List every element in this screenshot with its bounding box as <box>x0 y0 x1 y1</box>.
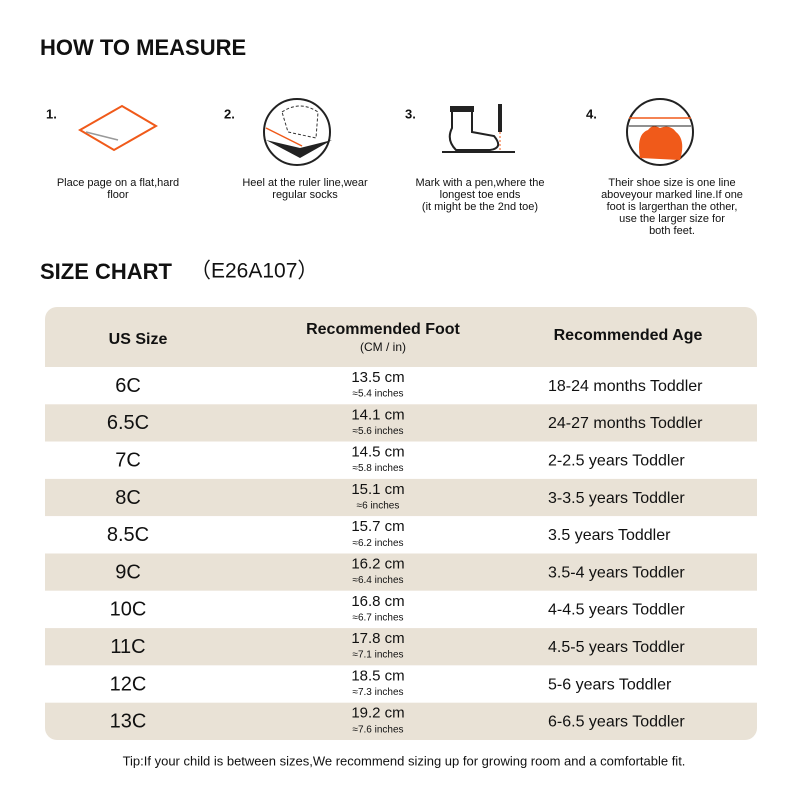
age: 24-27 months Toddler <box>548 415 703 432</box>
foot-inches: ≈5.6 inches <box>352 426 403 437</box>
step-text: Their shoe size is one line <box>608 177 735 189</box>
us-size: 9C <box>115 561 141 583</box>
step-text: Mark with a pen,where the <box>415 177 544 189</box>
foot-inches: ≈7.6 inches <box>352 724 403 735</box>
us-size: 6.5C <box>107 412 149 434</box>
step-text: use the larger size for <box>619 213 725 225</box>
us-size: 10C <box>110 599 147 621</box>
column-header: Recommended Age <box>554 327 703 344</box>
step-number: 2. <box>224 106 235 121</box>
icon-paper <box>78 104 158 152</box>
foot-inches: ≈6 inches <box>357 501 400 512</box>
foot-inches: ≈5.4 inches <box>352 389 403 400</box>
foot-cm: 13.5 cm <box>351 369 404 386</box>
age: 6-6.5 years Toddler <box>548 714 685 731</box>
size-table <box>45 307 757 740</box>
size-chart-title: SIZE CHART <box>40 259 173 284</box>
icon-foot <box>626 98 694 166</box>
step-text: foot is largerthan the other, <box>607 201 738 213</box>
us-size: 8C <box>115 487 141 509</box>
row-bg <box>45 516 757 554</box>
foot-inches: ≈7.3 inches <box>352 687 403 698</box>
us-size: 7C <box>115 450 141 472</box>
foot-cm: 18.5 cm <box>351 667 404 684</box>
us-size: 12C <box>110 673 147 695</box>
foot-inches: ≈7.1 inches <box>352 650 403 661</box>
row-bg <box>45 404 757 442</box>
foot-inches: ≈5.8 inches <box>352 463 403 474</box>
row-bg <box>45 367 757 405</box>
age: 3-3.5 years Toddler <box>548 490 685 507</box>
title: HOW TO MEASURE <box>40 35 246 60</box>
age: 2-2.5 years Toddler <box>548 452 685 469</box>
step-text: both feet. <box>649 225 695 237</box>
step-text: longest toe ends <box>440 189 521 201</box>
age: 5-6 years Toddler <box>548 676 672 693</box>
row-bg <box>45 665 757 703</box>
foot-cm: 16.8 cm <box>351 593 404 610</box>
column-header: US Size <box>109 331 168 348</box>
foot-cm: 16.2 cm <box>351 555 404 572</box>
column-header: Recommended Foot <box>306 321 460 338</box>
foot-inches: ≈6.4 inches <box>352 575 403 586</box>
tip: Tip:If your child is between sizes,We re… <box>123 753 686 768</box>
us-size: 11C <box>110 636 145 658</box>
us-size: 8.5C <box>107 524 149 546</box>
foot-cm: 15.7 cm <box>351 518 404 535</box>
row-bg <box>45 441 757 479</box>
foot-inches: ≈6.7 inches <box>352 612 403 623</box>
icon-heel <box>263 98 332 166</box>
us-size: 6C <box>115 375 141 397</box>
age: 3.5 years Toddler <box>548 527 671 544</box>
size-chart-code: （E26A107） <box>190 260 318 283</box>
age: 4-4.5 years Toddler <box>548 602 685 619</box>
row-bg <box>45 628 757 666</box>
age: 18-24 months Toddler <box>548 378 703 395</box>
age: 3.5-4 years Toddler <box>548 564 685 581</box>
column-subheader: (CM / in) <box>360 340 406 354</box>
age: 4.5-5 years Toddler <box>548 639 685 656</box>
step-number: 3. <box>405 106 416 121</box>
foot-cm: 14.5 cm <box>351 444 404 461</box>
foot-cm: 17.8 cm <box>351 630 404 647</box>
row-bg <box>45 478 757 517</box>
step-number: 1. <box>46 106 57 121</box>
foot-cm: 19.2 cm <box>351 705 404 722</box>
table-header-bg <box>45 307 757 367</box>
foot-cm: 14.1 cm <box>351 406 404 423</box>
icon-sock <box>442 104 515 153</box>
step-text: regular socks <box>272 189 338 201</box>
row-bg <box>45 553 757 591</box>
foot-inches: ≈6.2 inches <box>352 538 403 549</box>
foot-cm: 15.1 cm <box>351 481 404 498</box>
us-size: 13C <box>110 711 147 733</box>
step-text: Heel at the ruler line,wear <box>242 177 368 189</box>
step-number: 4. <box>586 106 597 121</box>
step-text: floor <box>107 189 129 201</box>
row-bg <box>45 590 757 629</box>
step-text: aboveyour marked line.If one <box>601 189 743 201</box>
row-bg <box>45 702 757 740</box>
step-text: (it might be the 2nd toe) <box>422 201 538 213</box>
step-text: Place page on a flat,hard <box>57 177 179 189</box>
